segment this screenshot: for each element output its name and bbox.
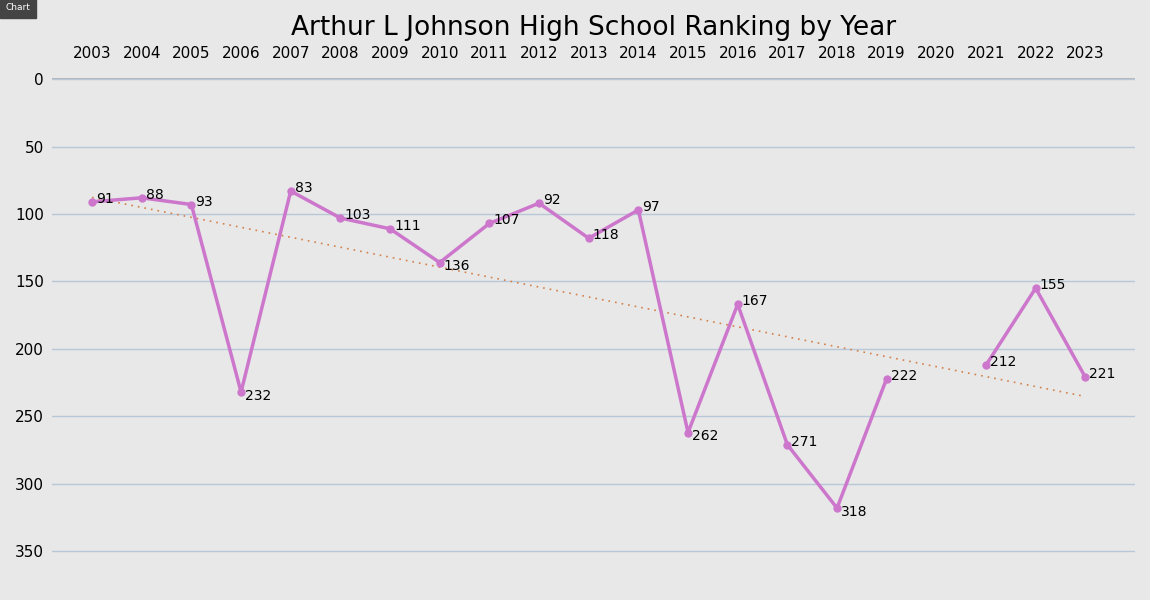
Text: 212: 212 bbox=[990, 355, 1017, 369]
Text: 93: 93 bbox=[196, 194, 213, 209]
Text: 111: 111 bbox=[394, 219, 421, 233]
Text: 97: 97 bbox=[643, 200, 660, 214]
Text: Chart: Chart bbox=[6, 3, 31, 12]
Text: 107: 107 bbox=[493, 214, 520, 227]
Text: 88: 88 bbox=[146, 188, 163, 202]
Text: 91: 91 bbox=[97, 192, 114, 206]
Text: 155: 155 bbox=[1040, 278, 1066, 292]
Text: 262: 262 bbox=[692, 430, 719, 443]
Text: 136: 136 bbox=[444, 259, 470, 274]
Text: 221: 221 bbox=[1089, 367, 1116, 381]
Text: 232: 232 bbox=[245, 389, 271, 403]
Text: 167: 167 bbox=[742, 295, 768, 308]
Text: 318: 318 bbox=[841, 505, 867, 519]
Text: 103: 103 bbox=[344, 208, 370, 222]
Text: 118: 118 bbox=[592, 228, 620, 242]
Text: 83: 83 bbox=[294, 181, 313, 195]
Text: 222: 222 bbox=[890, 368, 917, 383]
Text: 271: 271 bbox=[791, 434, 818, 449]
Text: 92: 92 bbox=[543, 193, 561, 207]
Title: Arthur L Johnson High School Ranking by Year: Arthur L Johnson High School Ranking by … bbox=[291, 15, 896, 41]
